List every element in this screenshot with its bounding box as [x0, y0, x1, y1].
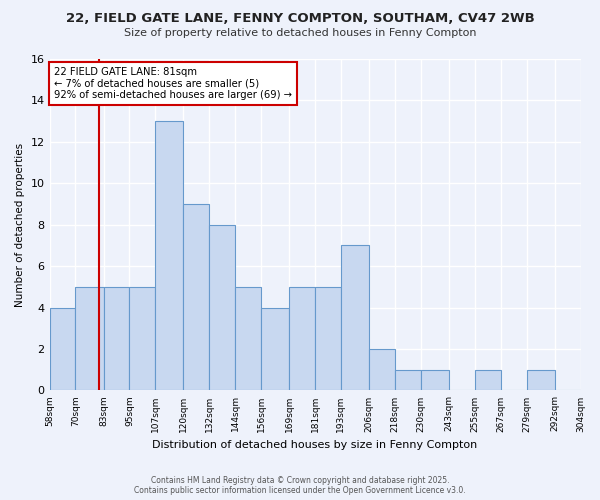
Bar — [50, 308, 76, 390]
Bar — [184, 204, 209, 390]
Bar — [209, 224, 235, 390]
Text: Size of property relative to detached houses in Fenny Compton: Size of property relative to detached ho… — [124, 28, 476, 38]
Bar — [475, 370, 500, 390]
Bar — [421, 370, 449, 390]
Bar — [369, 349, 395, 391]
Text: 22, FIELD GATE LANE, FENNY COMPTON, SOUTHAM, CV47 2WB: 22, FIELD GATE LANE, FENNY COMPTON, SOUT… — [65, 12, 535, 26]
Bar — [527, 370, 554, 390]
Bar — [155, 121, 184, 390]
X-axis label: Distribution of detached houses by size in Fenny Compton: Distribution of detached houses by size … — [152, 440, 478, 450]
Bar — [315, 287, 341, 391]
Bar — [130, 287, 155, 391]
Bar — [261, 308, 289, 390]
Y-axis label: Number of detached properties: Number of detached properties — [15, 142, 25, 307]
Text: 22 FIELD GATE LANE: 81sqm
← 7% of detached houses are smaller (5)
92% of semi-de: 22 FIELD GATE LANE: 81sqm ← 7% of detach… — [54, 68, 292, 100]
Text: Contains HM Land Registry data © Crown copyright and database right 2025.
Contai: Contains HM Land Registry data © Crown c… — [134, 476, 466, 495]
Bar — [104, 287, 130, 391]
Bar — [76, 287, 104, 391]
Bar — [235, 287, 261, 391]
Bar — [341, 246, 369, 390]
Bar — [395, 370, 421, 390]
Bar — [289, 287, 315, 391]
